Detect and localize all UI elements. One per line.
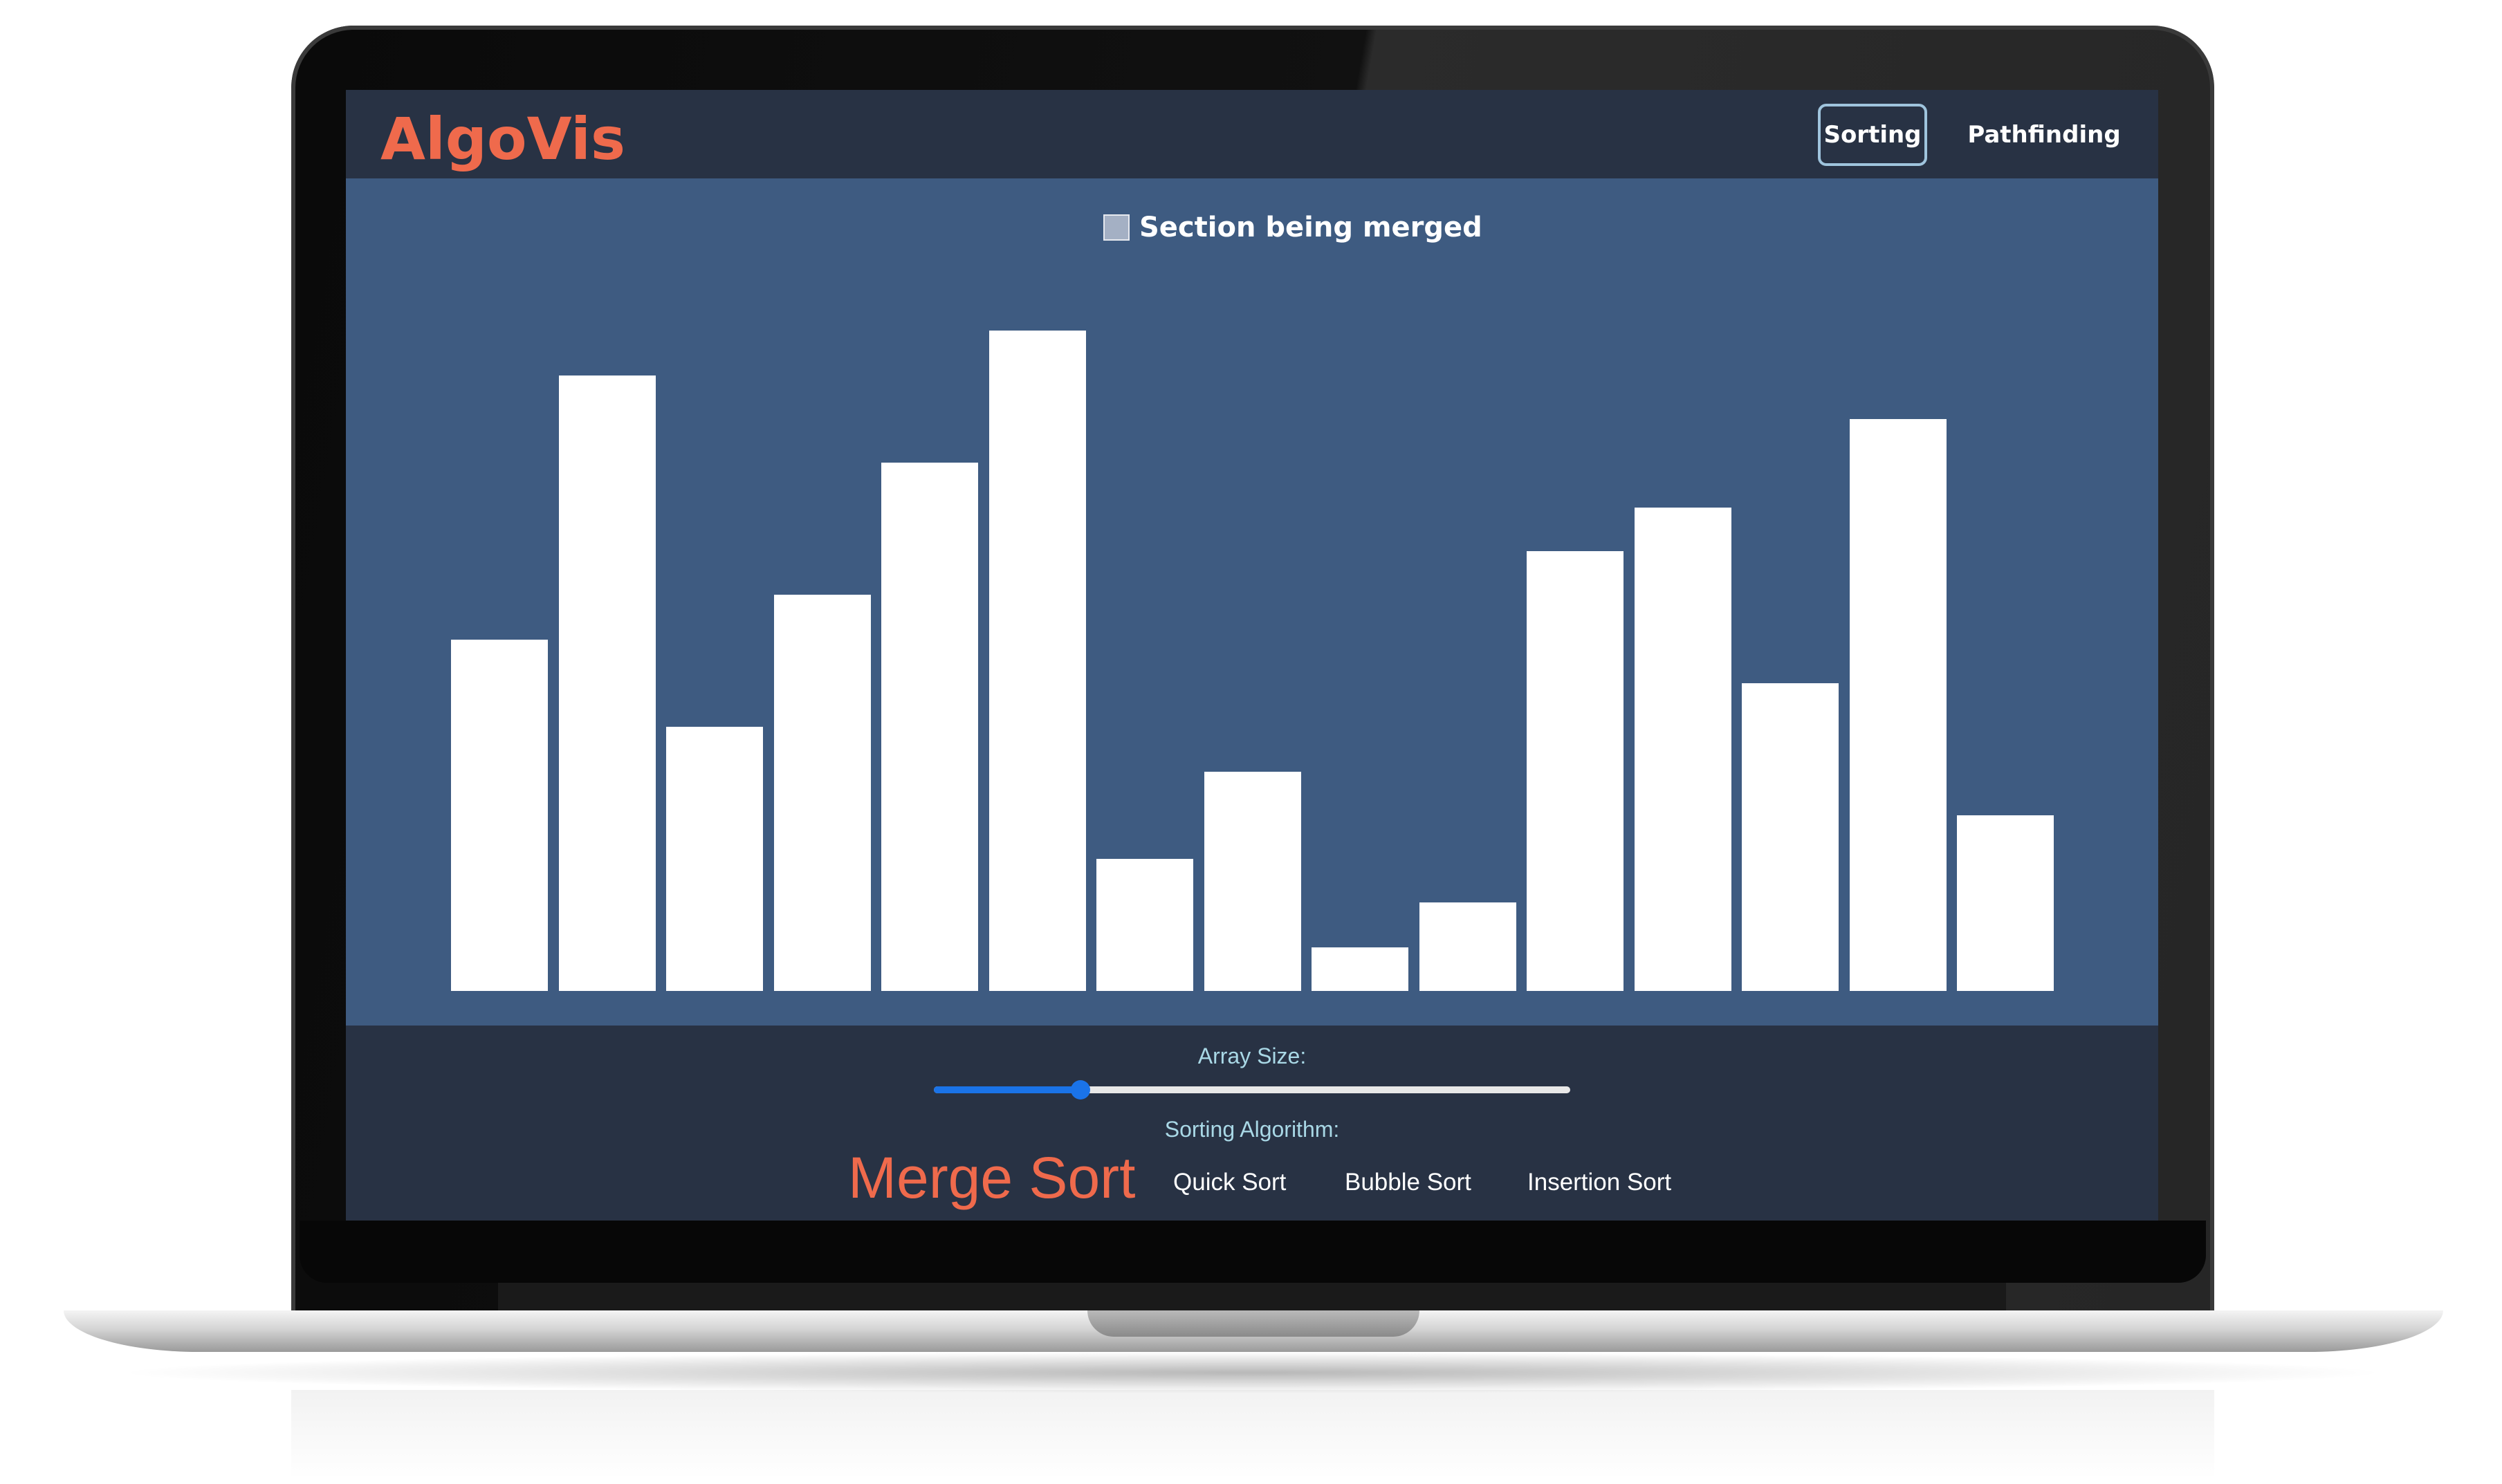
legend-swatch <box>1103 214 1130 241</box>
array-size-slider[interactable] <box>934 1080 1570 1100</box>
laptop-shadow <box>111 1352 2393 1393</box>
laptop-hinge <box>498 1283 2006 1310</box>
algo-quick-sort[interactable]: Quick Sort <box>1173 1169 1287 1196</box>
visualizer-area: Section being merged <box>346 178 2158 1026</box>
algo-bubble-sort[interactable]: Bubble Sort <box>1345 1169 1471 1196</box>
nav-sorting[interactable]: Sorting <box>1818 104 1927 166</box>
algorithm-selector: Merge Sort Quick Sort Bubble Sort Insert… <box>346 1145 2158 1214</box>
array-bar <box>1742 683 1839 991</box>
app-screen: AlgoVis Sorting Pathfinding Section bein… <box>346 90 2158 1221</box>
array-bar <box>1419 902 1516 991</box>
array-bar <box>1096 859 1193 991</box>
brand-logo[interactable]: AlgoVis <box>380 105 625 173</box>
array-bar <box>1312 947 1408 991</box>
laptop-bezel <box>300 1221 2206 1283</box>
algo-insertion-sort[interactable]: Insertion Sort <box>1527 1169 1672 1196</box>
array-bar <box>1527 551 1623 991</box>
navbar: AlgoVis Sorting Pathfinding <box>346 90 2158 178</box>
array-bar <box>451 640 548 991</box>
array-bar <box>559 375 656 991</box>
array-bar <box>1635 508 1731 991</box>
laptop-notch <box>1087 1310 1419 1337</box>
array-bar <box>774 595 871 991</box>
array-size-label: Array Size: <box>1197 1044 1307 1068</box>
slider-thumb[interactable] <box>1070 1080 1090 1100</box>
array-bar <box>881 463 978 991</box>
slider-fill <box>934 1086 1080 1093</box>
nav-pathfinding[interactable]: Pathfinding <box>1967 121 2121 149</box>
sorting-algorithm-label: Sorting Algorithm: <box>1164 1117 1340 1142</box>
controls-panel: Array Size: Sorting Algorithm: Merge Sor… <box>346 1026 2158 1221</box>
array-bar <box>1957 815 2054 991</box>
legend: Section being merged <box>1103 212 1482 243</box>
bar-container <box>346 178 2158 1026</box>
array-bar <box>989 331 1086 991</box>
laptop-reflection <box>291 1390 2214 1480</box>
array-bar <box>1850 419 1947 991</box>
array-bar <box>1204 772 1301 991</box>
legend-label: Section being merged <box>1139 212 1482 243</box>
algo-merge-sort[interactable]: Merge Sort <box>848 1145 1136 1210</box>
array-bar <box>666 727 763 991</box>
